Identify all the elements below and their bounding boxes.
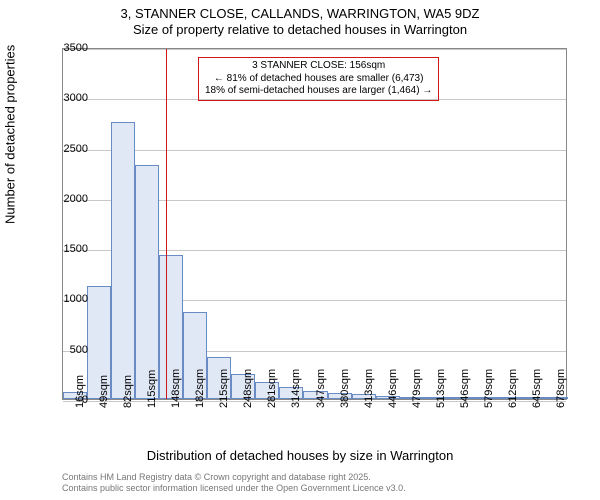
y-axis-label: Number of detached properties (3, 45, 18, 224)
histogram-bar (111, 122, 135, 399)
x-tick-label: 215sqm (218, 369, 230, 408)
property-marker-line (166, 49, 167, 399)
chart-area: 3 STANNER CLOSE: 156sqm← 81% of detached… (62, 48, 567, 400)
chart-title-block: 3, STANNER CLOSE, CALLANDS, WARRINGTON, … (0, 0, 600, 39)
x-tick-label: 82sqm (122, 375, 134, 408)
x-tick-label: 148sqm (170, 369, 182, 408)
annotation-line1: 3 STANNER CLOSE: 156sqm (205, 60, 432, 73)
chart-title-line1: 3, STANNER CLOSE, CALLANDS, WARRINGTON, … (0, 6, 600, 22)
x-tick-label: 182sqm (194, 369, 206, 408)
annotation-line3: 18% of semi-detached houses are larger (… (205, 85, 432, 98)
footer-line2: Contains public sector information licen… (62, 483, 406, 494)
x-tick-label: 380sqm (339, 369, 351, 408)
y-tick-label: 1000 (48, 293, 88, 305)
y-tick-label: 3500 (48, 42, 88, 54)
x-tick-label: 413sqm (363, 369, 375, 408)
y-tick-label: 2000 (48, 193, 88, 205)
x-tick-label: 645sqm (531, 369, 543, 408)
x-tick-label: 579sqm (483, 369, 495, 408)
footer-line1: Contains HM Land Registry data © Crown c… (62, 472, 406, 483)
x-tick-label: 314sqm (290, 369, 302, 408)
annotation-line2: ← 81% of detached houses are smaller (6,… (205, 73, 432, 86)
gridline (63, 49, 566, 50)
x-tick-label: 513sqm (435, 369, 447, 408)
plot-area: 3 STANNER CLOSE: 156sqm← 81% of detached… (62, 48, 567, 400)
y-tick-label: 1500 (48, 243, 88, 255)
x-tick-label: 479sqm (411, 369, 423, 408)
x-tick-label: 678sqm (555, 369, 567, 408)
x-tick-label: 16sqm (74, 375, 86, 408)
gridline (63, 150, 566, 151)
x-tick-label: 446sqm (387, 369, 399, 408)
x-axis-label: Distribution of detached houses by size … (0, 448, 600, 463)
x-tick-label: 347sqm (315, 369, 327, 408)
x-tick-label: 281sqm (266, 369, 278, 408)
x-tick-label: 248sqm (242, 369, 254, 408)
annotation-box: 3 STANNER CLOSE: 156sqm← 81% of detached… (198, 57, 439, 101)
footer-attribution: Contains HM Land Registry data © Crown c… (62, 472, 406, 494)
y-tick-label: 3000 (48, 92, 88, 104)
x-tick-label: 546sqm (459, 369, 471, 408)
x-tick-label: 612sqm (507, 369, 519, 408)
x-tick-label: 49sqm (98, 375, 110, 408)
histogram-bar (135, 165, 159, 399)
y-tick-label: 2500 (48, 143, 88, 155)
x-tick-label: 115sqm (146, 370, 158, 408)
chart-title-line2: Size of property relative to detached ho… (0, 22, 600, 38)
y-tick-label: 500 (48, 344, 88, 356)
